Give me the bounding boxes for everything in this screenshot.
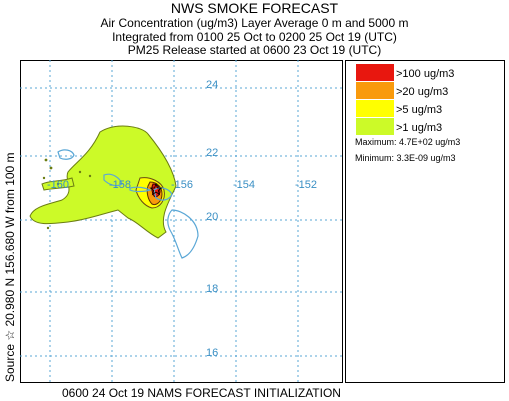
chart-subtitle-concentration: Air Concentration (ug/m3) Layer Average … <box>100 16 409 30</box>
island-oahu <box>103 173 123 187</box>
source-location-label: Source ☆ 20.980 N 156.680 W from 100 m <box>3 152 17 382</box>
legend: >100 ug/m3 >20 ug/m3 >5 ug/m3 >1 ug/m3 <box>356 64 454 135</box>
x-tick-label: -154 <box>233 179 255 191</box>
x-tick-label: -160 <box>47 179 69 191</box>
legend-swatch <box>356 118 394 135</box>
x-tick-label: -158 <box>109 179 131 191</box>
chart-title: NWS SMOKE FORECAST <box>170 0 339 16</box>
island-hawaii <box>167 209 199 259</box>
legend-swatch <box>356 64 394 81</box>
legend-label: >100 ug/m3 <box>396 68 454 80</box>
chart-subtitle-integration: Integrated from 0100 25 Oct to 0200 25 O… <box>112 30 397 44</box>
legend-minimum: Minimum: 3.3E-09 ug/m3 <box>355 153 456 163</box>
x-tick-label: -152 <box>295 179 317 191</box>
legend-label: >1 ug/m3 <box>396 122 442 134</box>
y-tick-label: 16 <box>206 347 218 359</box>
legend-maximum: Maximum: 4.7E+02 ug/m3 <box>355 137 460 147</box>
chart-subtitle-release: PM25 Release started at 0600 23 Oct 19 (… <box>127 43 382 57</box>
y-tick-label: 18 <box>206 283 218 295</box>
hawaiian-islands-outline <box>57 149 199 259</box>
y-tick-label: 20 <box>206 211 218 223</box>
y-tick-label: 24 <box>206 79 218 91</box>
legend-label: >5 ug/m3 <box>396 104 442 116</box>
y-tick-label: 22 <box>206 147 218 159</box>
smoke-plume <box>29 125 177 239</box>
source-marker <box>149 182 163 196</box>
island-molokai <box>129 186 152 193</box>
x-tick-label: -156 <box>171 179 193 191</box>
legend-swatch <box>356 82 394 99</box>
legend-swatch <box>356 100 394 117</box>
map-panel: -160 -158 -156 -154 -152 24 22 20 18 16 <box>20 60 343 383</box>
forecast-initialization-footer: 0600 24 Oct 19 NAMS FORECAST INITIALIZAT… <box>62 386 341 400</box>
axis-tick-labels: -160 -158 -156 -154 -152 24 22 20 18 16 <box>47 79 317 359</box>
legend-label: >20 ug/m3 <box>396 86 448 98</box>
island-kauai <box>57 149 75 160</box>
legend-panel: >100 ug/m3 >20 ug/m3 >5 ug/m3 >1 ug/m3 Maxi… <box>345 60 505 383</box>
